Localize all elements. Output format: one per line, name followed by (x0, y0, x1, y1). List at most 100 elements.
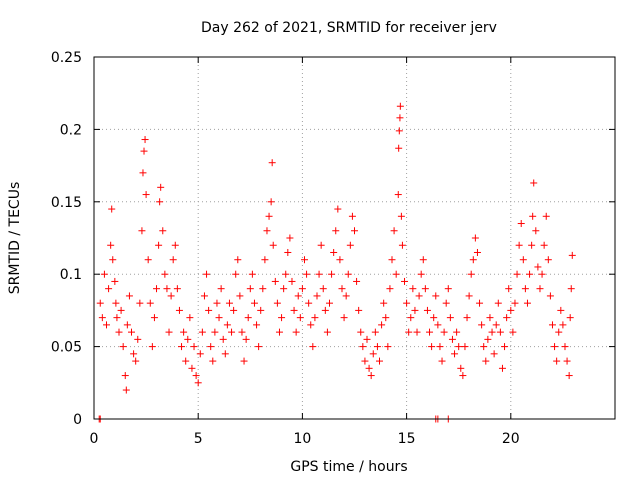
data-point (371, 328, 379, 336)
data-point (478, 321, 486, 329)
data-point (107, 241, 115, 249)
data-point (446, 314, 454, 322)
data-point (369, 350, 377, 358)
data-point (542, 212, 550, 220)
data-points (95, 102, 576, 423)
data-point (225, 299, 233, 307)
data-point (313, 292, 321, 300)
data-point (568, 251, 576, 259)
data-point (559, 321, 567, 329)
data-point (338, 285, 346, 293)
data-point (490, 350, 498, 358)
data-point (511, 299, 519, 307)
data-point (213, 299, 221, 307)
data-point (190, 343, 198, 351)
data-point (423, 306, 431, 314)
data-point (505, 285, 513, 293)
data-point (130, 350, 138, 358)
data-point (180, 328, 188, 336)
data-point (544, 256, 552, 264)
data-point (108, 205, 116, 213)
data-point (271, 277, 279, 285)
data-point (188, 364, 196, 372)
data-point (523, 299, 531, 307)
data-point (117, 306, 125, 314)
data-point (309, 343, 317, 351)
data-point (119, 343, 127, 351)
data-point (278, 314, 286, 322)
data-point (407, 314, 415, 322)
data-point (139, 169, 147, 177)
data-point (132, 357, 140, 365)
data-point (228, 328, 236, 336)
data-point (232, 270, 240, 278)
data-point (517, 220, 525, 228)
x-tick-label: 0 (90, 431, 99, 447)
data-point (557, 306, 565, 314)
data-point (159, 227, 167, 235)
data-point (215, 314, 223, 322)
data-point (242, 335, 250, 343)
data-point (486, 314, 494, 322)
x-tick-label: 10 (293, 431, 311, 447)
data-point (376, 357, 384, 365)
data-point (163, 285, 171, 293)
data-point (403, 299, 411, 307)
data-point (395, 144, 403, 152)
data-point (196, 350, 204, 358)
data-point (492, 321, 500, 329)
data-point (395, 127, 403, 135)
data-point (203, 270, 211, 278)
data-point (205, 306, 213, 314)
data-point (355, 306, 363, 314)
x-tick-label: 20 (502, 431, 520, 447)
data-point (275, 328, 283, 336)
data-point (409, 285, 417, 293)
data-point (246, 285, 254, 293)
plot-frame (93, 56, 616, 420)
data-point (267, 198, 275, 206)
data-point (513, 270, 521, 278)
data-point (417, 270, 425, 278)
data-point (175, 306, 183, 314)
data-point (328, 270, 336, 278)
data-point (319, 285, 327, 293)
data-point (348, 212, 356, 220)
x-tick-label: 5 (194, 431, 203, 447)
data-point (551, 343, 559, 351)
data-point (300, 256, 308, 264)
data-point (250, 299, 258, 307)
data-point (150, 314, 158, 322)
data-point (463, 314, 471, 322)
data-point (534, 263, 542, 271)
data-point (378, 321, 386, 329)
data-point (167, 292, 175, 300)
data-point (342, 292, 350, 300)
data-point (298, 285, 306, 293)
data-point (390, 227, 398, 235)
data-point (286, 234, 294, 242)
data-point (555, 328, 563, 336)
y-tick-label: 0.15 (51, 195, 82, 211)
data-point (115, 328, 123, 336)
data-point (529, 212, 537, 220)
data-point (398, 241, 406, 249)
data-point (265, 212, 273, 220)
data-point (121, 372, 129, 380)
data-point (221, 350, 229, 358)
data-point (442, 299, 450, 307)
data-point (219, 335, 227, 343)
data-point (444, 285, 452, 293)
data-point (405, 328, 413, 336)
data-point (457, 364, 465, 372)
data-point (182, 357, 190, 365)
grid-layer (94, 57, 615, 419)
data-point (240, 357, 248, 365)
data-point (388, 256, 396, 264)
data-point (257, 306, 265, 314)
data-point (148, 343, 156, 351)
data-point (561, 343, 569, 351)
data-point (165, 328, 173, 336)
x-tick-label: 15 (398, 431, 416, 447)
